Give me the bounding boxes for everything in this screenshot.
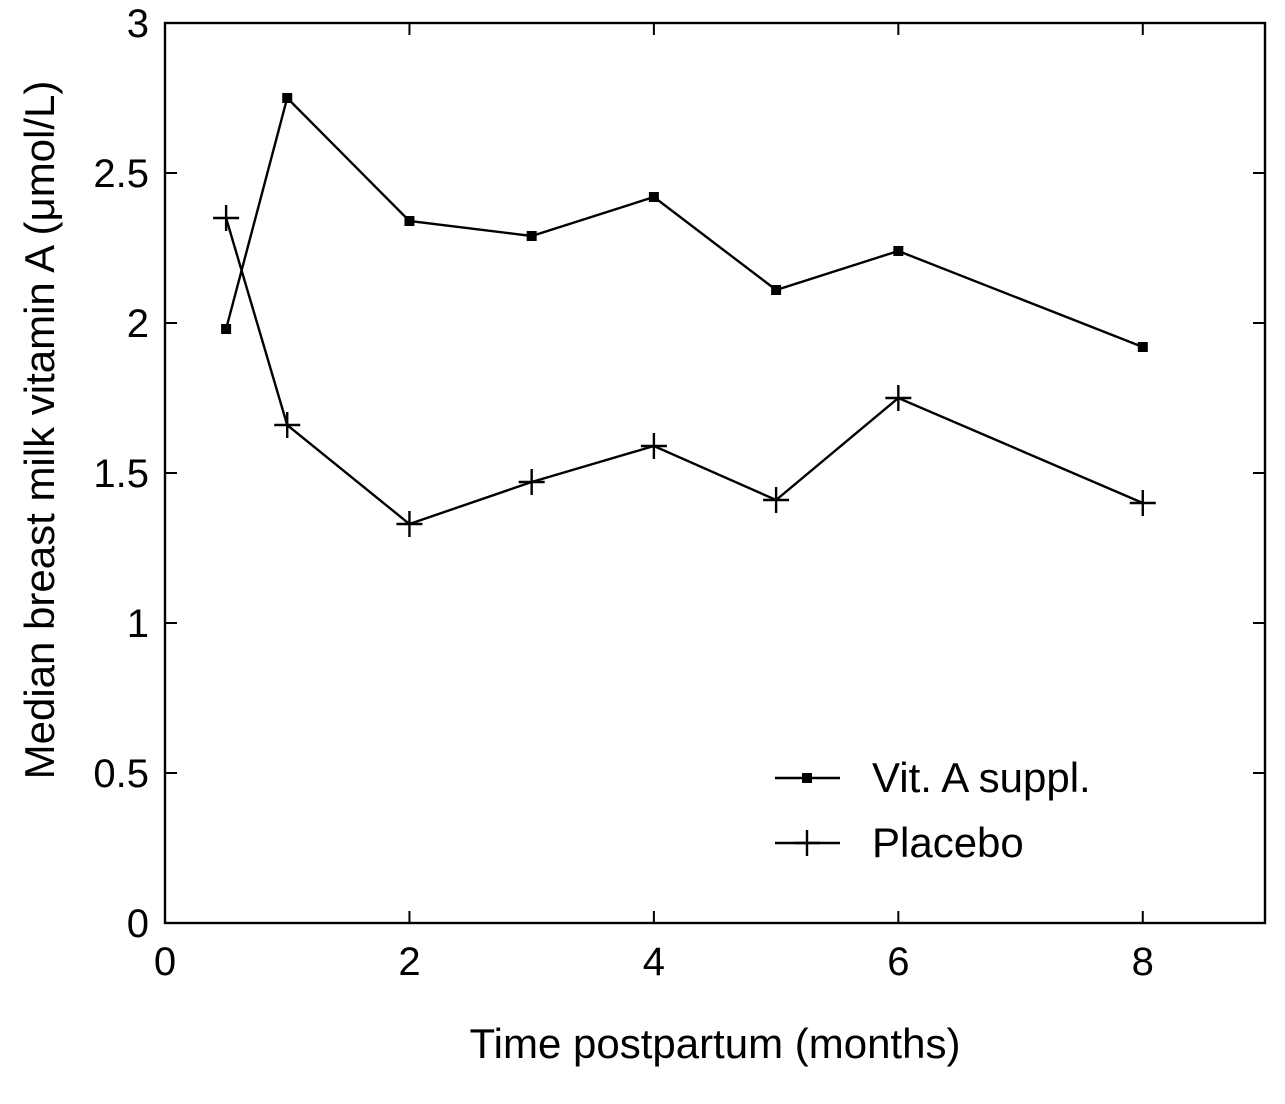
legend-marker [794, 830, 820, 856]
y-axis: 0 0.5 1 1.5 2 2.5 3 [93, 2, 1265, 946]
y-tick-label: 3 [127, 2, 149, 46]
data-point [648, 192, 659, 202]
series-line [224, 217, 1144, 526]
data-point [526, 231, 537, 241]
legend-item: Vit. A suppl. [775, 754, 1091, 801]
y-axis-title: Median breast milk vitamin A (μmol/L) [16, 81, 63, 780]
legend-label: Vit. A suppl. [872, 754, 1091, 801]
data-point [1129, 490, 1156, 516]
data-point [763, 487, 790, 513]
data-point [893, 246, 904, 256]
x-tick-label: 8 [1132, 940, 1154, 984]
y-tick-label: 1.5 [93, 452, 149, 496]
data-point [518, 469, 545, 495]
series-placebo [213, 205, 1156, 537]
data-point [396, 511, 423, 537]
x-tick-label: 4 [643, 940, 665, 984]
legend: Vit. A suppl. Placebo [775, 754, 1091, 866]
data-point [771, 285, 782, 295]
y-tick-label: 2 [127, 302, 149, 346]
data-point [640, 433, 667, 459]
legend-marker [802, 773, 812, 783]
x-axis-title: Time postpartum (months) [470, 1020, 961, 1067]
data-point [221, 324, 232, 334]
data-point [213, 205, 240, 231]
x-tick-label: 0 [154, 940, 176, 984]
data-point [274, 412, 301, 438]
data-point [404, 216, 415, 226]
x-tick-label: 6 [887, 940, 909, 984]
series-layer [213, 93, 1156, 537]
x-tick-label: 2 [398, 940, 420, 984]
y-tick-label: 0 [127, 902, 149, 946]
y-tick-label: 0.5 [93, 752, 149, 796]
series-vit-a-suppl [221, 93, 1148, 352]
data-point [282, 93, 293, 103]
legend-item: Placebo [775, 819, 1024, 866]
x-axis: 0 2 4 6 8 [154, 23, 1154, 984]
data-point [1137, 342, 1148, 352]
y-tick-label: 1 [127, 602, 149, 646]
data-point [885, 385, 912, 411]
legend-label: Placebo [872, 819, 1024, 866]
y-tick-label: 2.5 [93, 152, 149, 196]
series-line [224, 95, 1144, 349]
